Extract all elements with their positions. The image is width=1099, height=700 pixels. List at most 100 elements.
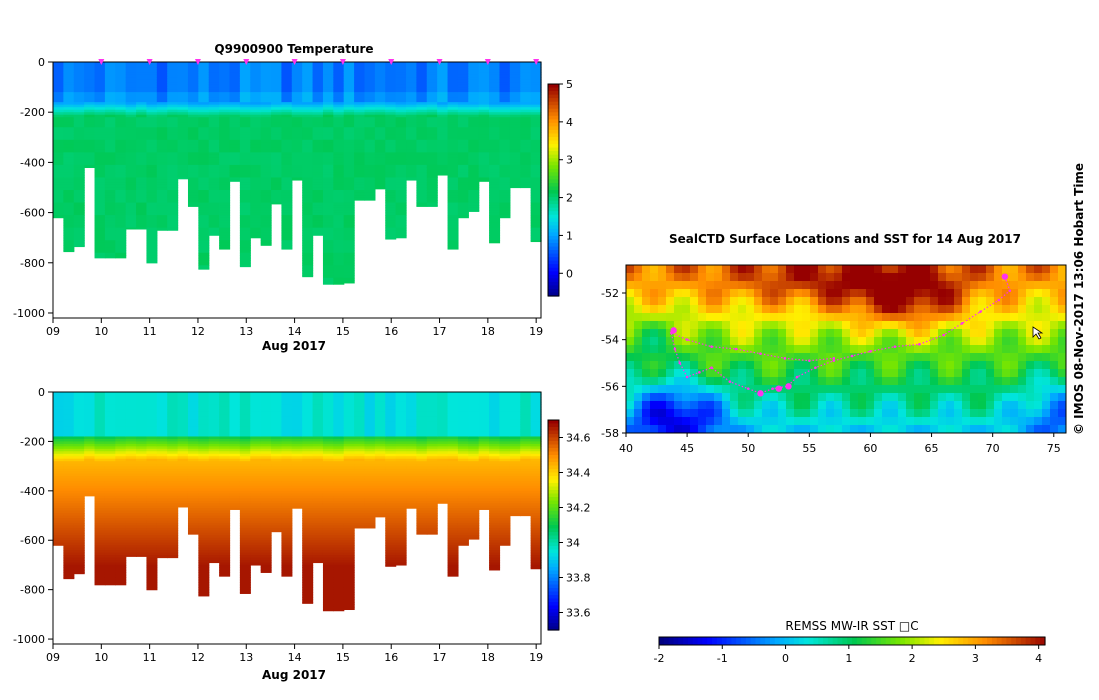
profile-cell bbox=[94, 112, 106, 116]
profile-cell bbox=[312, 215, 324, 219]
profile-cell bbox=[63, 227, 75, 231]
profile-cell bbox=[125, 222, 137, 226]
profile-cell bbox=[198, 542, 210, 546]
profile-cell bbox=[63, 154, 75, 158]
profile-cell bbox=[406, 139, 417, 143]
profile-cell bbox=[115, 562, 127, 566]
profile-cell bbox=[73, 99, 85, 103]
profile-cell bbox=[322, 139, 334, 143]
profile-cell bbox=[250, 235, 262, 239]
profile-cell bbox=[146, 119, 158, 123]
profile-cell bbox=[125, 436, 137, 440]
profile-cell bbox=[447, 242, 459, 246]
profile-cell bbox=[281, 448, 293, 452]
profile-cell bbox=[53, 99, 64, 103]
profile-cell bbox=[187, 518, 199, 522]
profile-cell bbox=[104, 235, 116, 239]
profile-cell bbox=[63, 404, 75, 408]
profile-cell bbox=[530, 177, 542, 181]
profile-cell bbox=[125, 456, 137, 460]
profile-cell bbox=[177, 134, 189, 138]
profile-cell bbox=[395, 217, 407, 221]
profile-cell bbox=[94, 488, 106, 492]
profile-cell bbox=[468, 97, 480, 101]
profile-cell bbox=[509, 172, 521, 176]
profile-cell bbox=[239, 200, 251, 204]
profile-cell bbox=[63, 409, 75, 413]
profile-cell bbox=[291, 122, 303, 126]
profile-cell bbox=[125, 542, 137, 546]
profile-cell bbox=[94, 149, 106, 153]
profile-cell bbox=[167, 107, 179, 111]
profile-cell bbox=[302, 139, 314, 143]
profile-cell bbox=[322, 144, 334, 148]
profile-cell bbox=[395, 102, 407, 106]
profile-cell bbox=[156, 92, 168, 96]
profile-cell bbox=[94, 414, 106, 418]
profile-cell bbox=[84, 97, 96, 101]
profile-cell bbox=[63, 446, 75, 450]
profile-cell bbox=[239, 72, 251, 76]
profile-cell bbox=[229, 174, 241, 179]
profile-cell bbox=[260, 99, 272, 103]
profile-cell bbox=[468, 112, 480, 116]
profile-cell bbox=[271, 527, 283, 531]
colorbar-segment bbox=[548, 232, 559, 237]
profile-cell bbox=[115, 172, 127, 176]
profile-cell bbox=[167, 62, 179, 66]
profile-cell bbox=[281, 508, 293, 512]
profile-cell bbox=[385, 190, 397, 194]
profile-cell bbox=[499, 202, 511, 206]
profile-cell bbox=[146, 137, 158, 141]
profile-cell bbox=[478, 84, 490, 88]
profile-cell bbox=[364, 129, 376, 133]
profile-cell bbox=[104, 182, 116, 186]
profile-cell bbox=[509, 142, 521, 146]
profile-cell bbox=[156, 62, 168, 66]
profile-cell bbox=[177, 94, 189, 98]
profile-cell bbox=[260, 518, 272, 522]
profile-cell bbox=[146, 515, 158, 519]
profile-cell bbox=[156, 453, 168, 457]
profile-cell bbox=[250, 210, 262, 214]
profile-cell bbox=[281, 557, 293, 561]
profile-cell bbox=[499, 87, 511, 91]
profile-cell bbox=[291, 448, 303, 452]
profile-cell bbox=[156, 122, 168, 126]
profile-cell bbox=[395, 87, 407, 91]
profile-cell bbox=[302, 64, 314, 68]
profile-cell bbox=[84, 64, 96, 68]
profile-cell bbox=[260, 535, 272, 539]
profile-cell bbox=[219, 202, 231, 206]
profile-cell bbox=[104, 222, 116, 226]
profile-cell bbox=[63, 207, 75, 211]
profile-cell bbox=[447, 230, 459, 234]
profile-cell bbox=[520, 99, 532, 103]
profile-cell bbox=[478, 174, 490, 179]
profile-cell bbox=[53, 537, 64, 541]
profile-cell bbox=[208, 89, 220, 93]
profile-cell bbox=[530, 87, 542, 91]
profile-cell bbox=[457, 164, 469, 169]
profile-cell bbox=[104, 473, 116, 477]
profile-cell bbox=[457, 187, 469, 191]
profile-cell bbox=[239, 119, 251, 123]
profile-cell bbox=[208, 485, 220, 489]
profile-cell bbox=[208, 77, 220, 81]
profile-cell bbox=[302, 197, 314, 201]
profile-cell bbox=[271, 182, 283, 186]
profile-cell bbox=[136, 446, 148, 450]
profile-cell bbox=[177, 426, 189, 430]
profile-cell bbox=[489, 179, 501, 184]
profile-cell bbox=[146, 122, 158, 126]
profile-cell bbox=[187, 112, 199, 116]
profile-cell bbox=[457, 157, 469, 161]
profile-cell bbox=[63, 119, 75, 123]
profile-cell bbox=[53, 515, 64, 519]
profile-cell bbox=[385, 97, 397, 101]
profile-cell bbox=[416, 154, 428, 158]
profile-cell bbox=[63, 552, 75, 556]
profile-cell bbox=[426, 184, 438, 189]
profile-cell bbox=[94, 503, 106, 507]
profile-cell bbox=[167, 89, 179, 93]
